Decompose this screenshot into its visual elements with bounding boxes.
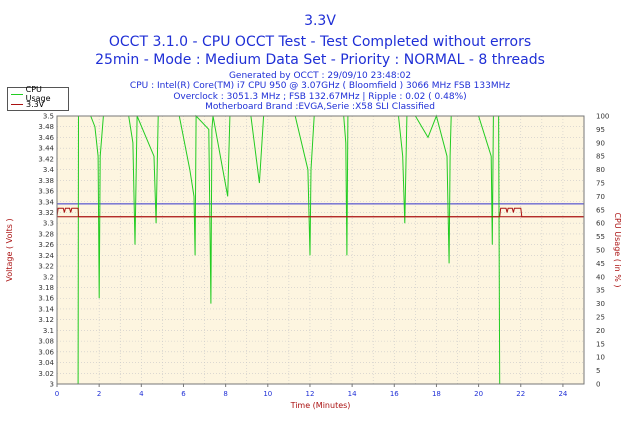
y-tick-label: 3.04 — [38, 359, 54, 367]
info-generated: Generated by OCCT : 29/09/10 23:48:02 — [228, 71, 412, 81]
y2-tick-label: 5 — [596, 367, 600, 375]
y2-tick-label: 45 — [596, 260, 605, 268]
x-tick-label: 10 — [263, 390, 272, 398]
y2-tick-label: 90 — [596, 139, 605, 147]
x-tick-label: 2 — [97, 390, 101, 398]
y2-tick-label: 0 — [596, 381, 600, 389]
y2-tick-label: 80 — [596, 166, 605, 174]
y-tick-label: 3.1 — [43, 327, 54, 335]
y2-tick-label: 10 — [596, 354, 605, 362]
y2-axis-label: CPU Usage ( in % ) — [613, 212, 622, 287]
chart-subtitle-test: OCCT 3.1.0 - CPU OCCT Test - Test Comple… — [108, 34, 532, 50]
y-axis-label: Voltage ( Volts ) — [5, 218, 14, 281]
x-tick-label: 0 — [55, 390, 59, 398]
chart-subtitle-mode: 25min - Mode : Medium Data Set - Priorit… — [95, 52, 545, 68]
y2-tick-label: 30 — [596, 300, 605, 308]
x-tick-label: 16 — [390, 390, 399, 398]
y2-tick-label: 50 — [596, 247, 605, 255]
y-tick-label: 3.44 — [38, 145, 54, 153]
info-cpu: CPU : Intel(R) Core(TM) i7 CPU 950 @ 3.0… — [129, 81, 511, 91]
y-tick-label: 3.48 — [38, 123, 54, 131]
legend-label-3v3: 3.3V — [26, 99, 45, 109]
chart-legend: CPU Usage 3.3V — [7, 85, 69, 111]
y-tick-label: 3.2 — [43, 273, 54, 281]
y-tick-label: 3.46 — [38, 134, 54, 142]
y-tick-label: 3.32 — [38, 209, 54, 217]
y-tick-label: 3.12 — [38, 316, 54, 324]
y-tick-label: 3.08 — [38, 338, 54, 346]
y-tick-label: 3.22 — [38, 263, 54, 271]
y-tick-label: 3.34 — [38, 198, 54, 206]
y2-tick-label: 95 — [596, 126, 605, 134]
y-tick-label: 3.06 — [38, 348, 54, 356]
legend-label-cpu-usage: CPU Usage — [25, 85, 51, 103]
y-tick-label: 3.36 — [38, 188, 54, 196]
x-tick-label: 18 — [432, 390, 441, 398]
y-tick-label: 3.42 — [38, 155, 54, 163]
plot-frame — [56, 115, 585, 385]
chart-title: 3.3V — [304, 13, 336, 29]
x-tick-label: 4 — [139, 390, 144, 398]
plot-background — [57, 116, 584, 384]
x-tick-label: 14 — [348, 390, 357, 398]
y-tick-label: 3.4 — [43, 166, 55, 174]
y2-tick-label: 100 — [596, 113, 609, 121]
info-overclock: Overclock : 3051.3 MHz ; FSB 132.67MHz |… — [173, 92, 467, 102]
y-tick-label: 3.3 — [43, 220, 54, 228]
y-tick-label: 3.16 — [38, 295, 54, 303]
y-tick-label: 3.14 — [38, 305, 54, 313]
legend-item-cpu-usage: CPU Usage — [11, 85, 68, 103]
y2-tick-label: 25 — [596, 314, 605, 322]
y2-tick-label: 20 — [596, 327, 605, 335]
y2-tick-label: 70 — [596, 193, 605, 201]
y-tick-label: 3.24 — [38, 252, 54, 260]
y-tick-label: 3.18 — [38, 284, 54, 292]
info-motherboard: Motherboard Brand :EVGA,Serie :X58 SLI C… — [205, 102, 435, 112]
y2-tick-label: 65 — [596, 206, 605, 214]
x-axis-label: Time (Minutes) — [290, 401, 351, 410]
y2-tick-label: 35 — [596, 287, 605, 295]
x-tick-label: 24 — [558, 390, 567, 398]
y-tick-label: 3.38 — [38, 177, 54, 185]
legend-swatch-cpu-usage — [11, 93, 23, 95]
y2-tick-label: 60 — [596, 220, 605, 228]
y-tick-label: 3 — [50, 381, 54, 389]
y2-tick-label: 85 — [596, 153, 605, 161]
y-tick-label: 3.28 — [38, 230, 54, 238]
x-tick-label: 12 — [305, 390, 314, 398]
x-tick-label: 8 — [223, 390, 227, 398]
x-tick-label: 20 — [474, 390, 483, 398]
y2-tick-label: 40 — [596, 273, 605, 281]
x-tick-label: 6 — [181, 390, 186, 398]
legend-item-3v3: 3.3V — [11, 99, 44, 109]
x-tick-label: 22 — [516, 390, 525, 398]
y-tick-label: 3.26 — [38, 241, 54, 249]
series-line-voltage — [56, 207, 584, 218]
legend-swatch-3v3 — [11, 103, 23, 105]
y2-tick-label: 75 — [596, 180, 605, 188]
y2-tick-label: 15 — [596, 340, 605, 348]
y-tick-label: 3.5 — [43, 113, 54, 121]
y-tick-label: 3.02 — [38, 370, 54, 378]
y2-tick-label: 55 — [596, 233, 605, 241]
